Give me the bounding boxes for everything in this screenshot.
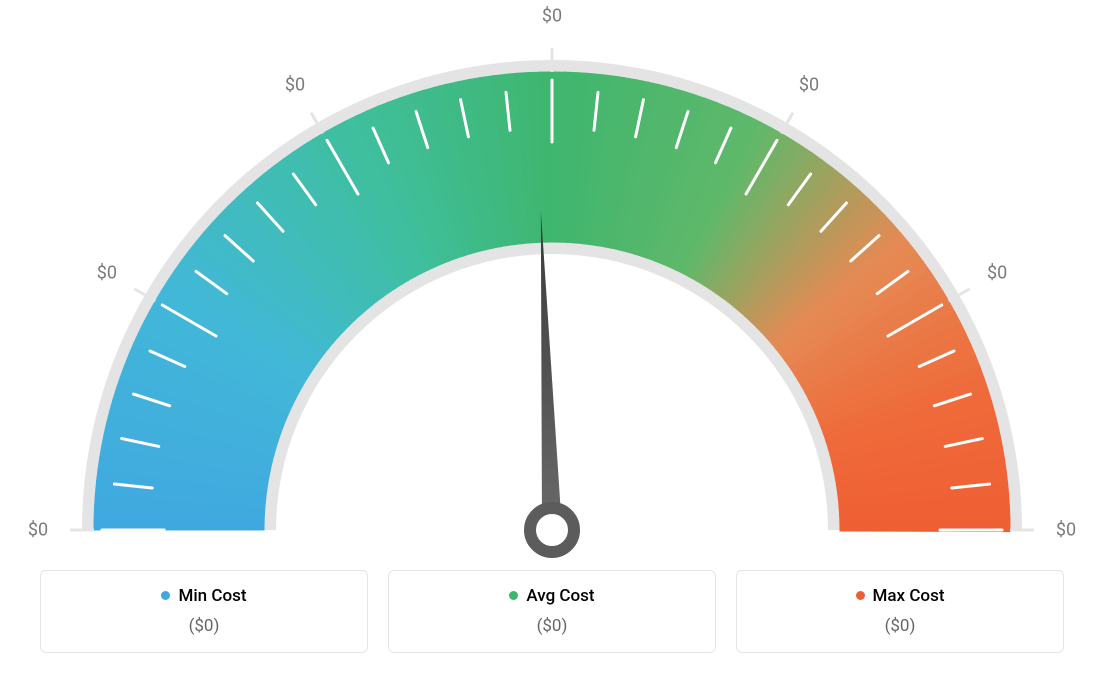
legend-title-min: Min Cost xyxy=(161,586,246,606)
dot-min xyxy=(161,591,170,600)
legend-value-max: ($0) xyxy=(749,616,1051,636)
gauge-tick-label: $0 xyxy=(1056,520,1076,541)
gauge-tick-label: $0 xyxy=(799,74,819,95)
gauge-tick-label: $0 xyxy=(542,6,562,27)
legend-title-avg: Avg Cost xyxy=(509,586,594,606)
gauge-tick-label: $0 xyxy=(97,263,117,284)
gauge-tick-label: $0 xyxy=(285,74,305,95)
dot-avg xyxy=(509,591,518,600)
legend-row: Min Cost ($0) Avg Cost ($0) Max Cost ($0… xyxy=(40,570,1064,653)
gauge-tick-label: $0 xyxy=(987,263,1007,284)
legend-label-max: Max Cost xyxy=(873,586,945,606)
gauge-tick-label: $0 xyxy=(28,520,48,541)
gauge-chart: $0 $0 $0 $0 $0 $0 $0 xyxy=(0,0,1104,560)
legend-label-min: Min Cost xyxy=(178,586,246,606)
gauge-svg xyxy=(0,0,1104,560)
legend-label-avg: Avg Cost xyxy=(526,586,594,606)
legend-box-avg: Avg Cost ($0) xyxy=(388,570,716,653)
legend-box-min: Min Cost ($0) xyxy=(40,570,368,653)
dot-max xyxy=(856,591,865,600)
legend-title-max: Max Cost xyxy=(856,586,945,606)
legend-box-max: Max Cost ($0) xyxy=(736,570,1064,653)
legend-value-min: ($0) xyxy=(53,616,355,636)
legend-value-avg: ($0) xyxy=(401,616,703,636)
